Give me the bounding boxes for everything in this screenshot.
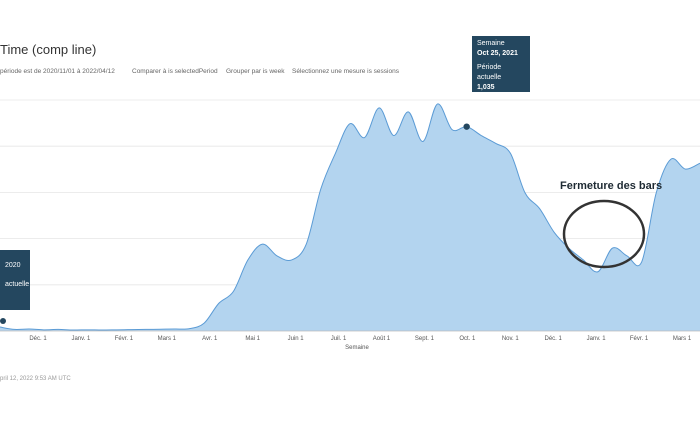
x-tick-label: Juin 1	[288, 336, 305, 342]
series-line	[0, 103, 700, 331]
filter-compare[interactable]: Comparer à is selectedPeriod	[132, 68, 218, 75]
annotation-circle	[562, 199, 646, 269]
x-tick-label: Oct. 1	[459, 336, 476, 342]
tooltip-left-marker	[0, 318, 6, 324]
tooltip-peak: Semaine Oct 25, 2021 Période actuelle 1,…	[472, 36, 530, 92]
x-tick-label: Août 1	[373, 336, 391, 342]
x-tick-label: Sept. 1	[415, 336, 435, 342]
footer-timestamp: pril 12, 2022 9:53 AM UTC	[0, 376, 71, 382]
peak-marker	[463, 123, 470, 130]
filter-period[interactable]: période est de 2020/11/01 à 2022/04/12	[0, 68, 115, 75]
x-tick-label: Nov. 1	[502, 336, 520, 342]
tooltip-left-line1: 2020	[5, 262, 21, 269]
tooltip-left: 2020 actuelle	[0, 250, 30, 310]
tooltip-period-label: Période actuelle	[477, 64, 502, 81]
x-tick-label: Avr. 1	[202, 336, 218, 342]
x-tick-label: Mars 1	[673, 336, 692, 342]
series-area	[0, 103, 700, 332]
filter-group[interactable]: Grouper par is week	[226, 68, 285, 75]
x-tick-label: Janv. 1	[71, 336, 91, 342]
x-tick-label: Déc. 1	[545, 336, 563, 342]
x-tick-label: Janv. 1	[587, 336, 607, 342]
x-tick-label: Févr. 1	[630, 336, 649, 342]
tooltip-date: Oct 25, 2021	[477, 50, 518, 57]
x-tick-label: Juil. 1	[331, 336, 347, 342]
x-axis-label: Semaine	[345, 345, 369, 351]
tooltip-week-label: Semaine	[477, 40, 505, 47]
filter-measure[interactable]: Sélectionnez une mesure is sessions	[292, 68, 399, 75]
x-tick-label: Mai 1	[245, 336, 260, 342]
tooltip-value: 1,035	[477, 84, 495, 91]
annotation-label: Fermeture des bars	[560, 180, 662, 192]
x-tick-label: Mars 1	[158, 336, 177, 342]
tooltip-left-line2: actuelle	[5, 281, 30, 288]
x-tick-label: Févr. 1	[115, 336, 134, 342]
x-ticks: Déc. 1 Janv. 1 Févr. 1 Mars 1 Avr. 1 Mai 1 Jui…	[29, 336, 692, 342]
page-title: Time (comp line)	[0, 42, 97, 57]
x-tick-label: Déc. 1	[29, 336, 47, 342]
